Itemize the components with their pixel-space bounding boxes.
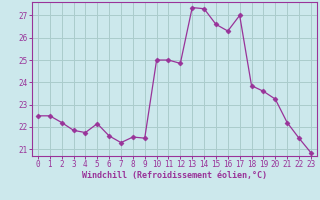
X-axis label: Windchill (Refroidissement éolien,°C): Windchill (Refroidissement éolien,°C) (82, 171, 267, 180)
